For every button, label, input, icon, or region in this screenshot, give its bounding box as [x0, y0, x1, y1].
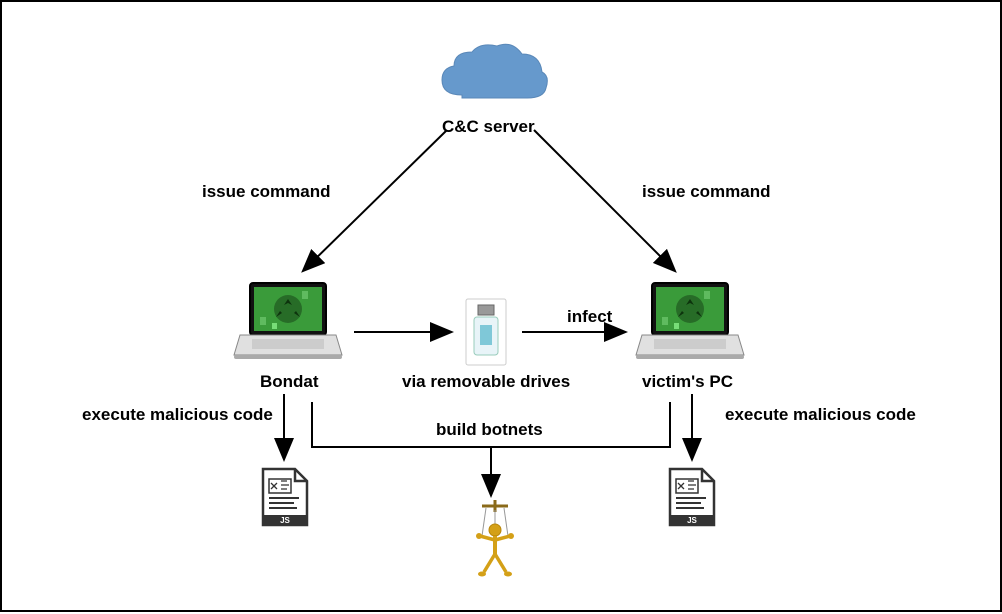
puppet-icon — [460, 500, 530, 589]
usb-label: via removable drives — [402, 372, 570, 392]
execute-right-label: execute malicious code — [725, 405, 916, 425]
svg-text:JS: JS — [687, 516, 697, 525]
issue-command-right-label: issue command — [642, 182, 771, 202]
issue-command-left-label: issue command — [202, 182, 331, 202]
bondat-label: Bondat — [260, 372, 319, 392]
build-botnets-label: build botnets — [436, 420, 543, 440]
js-file-right-icon: JS — [664, 467, 719, 536]
cloud-icon — [432, 40, 552, 120]
execute-left-label: execute malicious code — [82, 405, 273, 425]
svg-text:JS: JS — [280, 516, 290, 525]
diagram-container: C&C server Bondat — [0, 0, 1002, 612]
victim-laptop-icon — [634, 277, 746, 372]
usb-icon — [464, 297, 508, 374]
bondat-laptop-icon — [232, 277, 344, 372]
js-file-left-icon: JS — [257, 467, 312, 536]
victim-label: victim's PC — [642, 372, 733, 392]
infect-label: infect — [567, 307, 612, 327]
cloud-label: C&C server — [442, 117, 535, 137]
